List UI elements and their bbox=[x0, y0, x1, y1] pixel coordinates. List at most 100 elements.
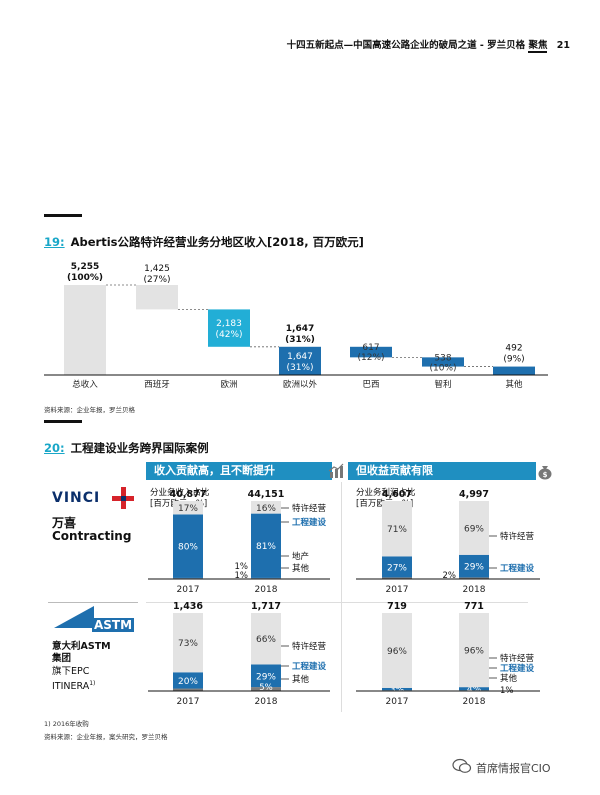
vinci-logo-mark bbox=[112, 487, 134, 509]
section19-number: 19: bbox=[44, 235, 65, 249]
bar-chart-icon bbox=[328, 463, 344, 478]
bar-0 bbox=[64, 285, 106, 375]
segment-label: 4% bbox=[467, 685, 482, 695]
astm-logo-mark bbox=[54, 606, 94, 628]
pct-label-total: (31%) bbox=[285, 335, 315, 345]
section-rule bbox=[44, 214, 82, 217]
legend-label: 工程建设 bbox=[500, 663, 535, 674]
stack-segment bbox=[251, 513, 281, 578]
company1-sub: Contracting bbox=[52, 529, 132, 543]
page-header: 十四五新起点—中国高速公路企业的破局之道 - 罗兰贝格 聚焦 21 bbox=[260, 37, 570, 53]
value-label-total: 1,647 bbox=[286, 324, 314, 334]
section20-number: 20: bbox=[44, 441, 65, 455]
legend-label: 特许经营 bbox=[292, 503, 326, 514]
segment-label: 29% bbox=[464, 563, 484, 573]
legend-label: 其他 bbox=[292, 563, 310, 574]
left-sub-line1: 分业务收入占比 bbox=[150, 488, 210, 498]
stack-segment bbox=[382, 556, 412, 578]
section19-title: 19: Abertis公路特许经营业务分地区收入[2018, 百万欧元] bbox=[44, 234, 364, 250]
category-label: 西班牙 bbox=[144, 379, 170, 390]
segment-label: 17% bbox=[178, 504, 198, 514]
category-label: 其他 bbox=[505, 379, 523, 390]
stack-segment bbox=[251, 664, 281, 688]
bar-4 bbox=[350, 346, 392, 358]
pct-label: (100%) bbox=[67, 273, 103, 283]
legend-label: 地产 bbox=[292, 551, 309, 562]
category-label: 巴西 bbox=[362, 380, 379, 390]
legend-label: 工程建设 bbox=[292, 517, 327, 528]
stack-segment bbox=[382, 501, 412, 557]
stack-segment bbox=[173, 613, 203, 673]
wechat-icon bbox=[452, 758, 472, 773]
segment-label: 66% bbox=[256, 635, 276, 645]
stack-segment bbox=[459, 613, 489, 688]
legend-label: 工程建设 bbox=[500, 563, 535, 574]
segment-label: 81% bbox=[256, 542, 276, 552]
company2-name-line1: 意大利ASTM bbox=[52, 641, 111, 652]
section19-title-text: Abertis公路特许经营业务分地区收入[2018, 百万欧元] bbox=[70, 235, 364, 249]
segment-label: 96% bbox=[464, 647, 484, 657]
total-label: 1,436 bbox=[173, 601, 203, 612]
row-divider bbox=[48, 602, 138, 603]
stack-segment bbox=[459, 554, 489, 578]
year-label: 2018 bbox=[255, 697, 278, 707]
year-label: 2018 bbox=[463, 585, 486, 595]
stack-segment bbox=[173, 672, 203, 689]
value-label: 5,255 bbox=[71, 262, 99, 272]
pct-label: (31%) bbox=[286, 363, 313, 373]
pct-label: (27%) bbox=[143, 275, 170, 285]
row-divider bbox=[146, 602, 528, 603]
bar-5 bbox=[422, 357, 464, 367]
watermark: 首席情报官CIO bbox=[476, 762, 551, 775]
stack-segment bbox=[251, 687, 281, 691]
astm-logo: ASTM bbox=[92, 618, 135, 632]
header-title: 十四五新起点—中国高速公路企业的破局之道 - 罗兰贝格 bbox=[286, 40, 526, 51]
small-pct-label: 1% bbox=[500, 686, 514, 696]
small-pct-label: 2% bbox=[443, 571, 457, 581]
page-number: 21 bbox=[556, 40, 570, 51]
value-label: 1,647 bbox=[287, 352, 313, 362]
total-label: 44,151 bbox=[248, 489, 285, 500]
year-label: 2017 bbox=[386, 697, 409, 707]
legend-label: 其他 bbox=[292, 674, 310, 685]
section20-title-text: 工程建设业务跨界国际案例 bbox=[70, 441, 209, 455]
bar-1 bbox=[136, 285, 178, 310]
small-pct-label: 1% bbox=[235, 571, 249, 581]
segment-label: 71% bbox=[387, 525, 407, 535]
svg-text:$: $ bbox=[543, 471, 548, 479]
header-focus: 聚焦 bbox=[528, 40, 548, 53]
total-label: 1,717 bbox=[251, 601, 281, 612]
footnote: 1) 2016年收购 bbox=[44, 720, 89, 728]
stack-segment bbox=[251, 501, 281, 514]
year-label: 2018 bbox=[255, 585, 278, 595]
stack-segment bbox=[173, 501, 203, 515]
pct-label: (10%) bbox=[429, 363, 456, 373]
stack-segment bbox=[251, 613, 281, 665]
stack-segment bbox=[173, 688, 203, 691]
section-rule bbox=[44, 420, 82, 423]
segment-label: 80% bbox=[178, 542, 198, 552]
stack-segment bbox=[173, 577, 203, 579]
stack-segment bbox=[251, 577, 281, 579]
section19-source: 资料来源：企业年报，罗兰贝格 bbox=[44, 406, 135, 414]
total-label: 771 bbox=[464, 601, 484, 612]
value-label: 1,425 bbox=[144, 264, 170, 274]
stack-segment bbox=[382, 577, 412, 579]
company2-sub-note: 1) bbox=[89, 680, 96, 687]
pct-label: (9%) bbox=[503, 355, 524, 365]
value-label: 492 bbox=[505, 344, 522, 354]
legend-label: 特许经营 bbox=[500, 531, 534, 542]
bar-2 bbox=[208, 309, 250, 347]
pct-label: (42%) bbox=[215, 330, 242, 340]
stack-segment bbox=[459, 577, 489, 579]
category-label: 欧洲 bbox=[220, 379, 237, 390]
year-label: 2017 bbox=[177, 697, 200, 707]
stack-segment bbox=[459, 687, 489, 691]
company2-name-line2: 集团 bbox=[52, 653, 72, 664]
segment-label: 29% bbox=[256, 672, 276, 682]
waterfall-chart: 5,255(100%) 总收入 1,425(27%) 西班牙 2,183(42%) 欧洲 1… bbox=[44, 262, 548, 390]
total-label: 4,997 bbox=[459, 489, 489, 500]
bar-3 bbox=[279, 346, 321, 375]
stack-segment bbox=[382, 687, 412, 691]
total-label: 4,607 bbox=[382, 489, 412, 500]
